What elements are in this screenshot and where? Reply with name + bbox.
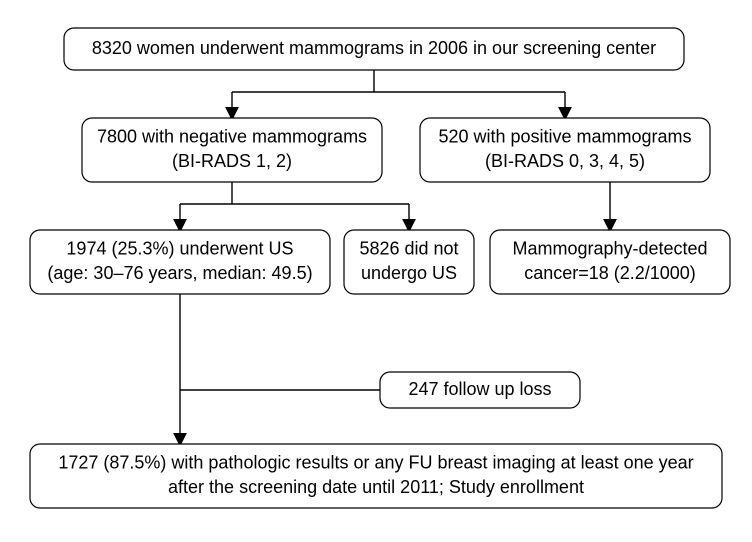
node-fuloss: 247 follow up loss	[380, 372, 580, 408]
node-enroll-line-1: after the screening date until 2011; Stu…	[168, 477, 584, 497]
node-nous: 5826 did not undergo US	[344, 230, 474, 294]
node-neg-line-1: (BI-RADS 1, 2)	[172, 151, 292, 171]
node-pos-line-0: 520 with positive mammograms	[438, 127, 691, 147]
node-mdc-line-1: cancer=18 (2.2/1000)	[524, 263, 696, 283]
node-enroll: 1727 (87.5%) with pathologic results or …	[30, 444, 722, 508]
node-top: 8320 women underwent mammograms in 2006 …	[64, 28, 684, 70]
node-us-line-0: 1974 (25.3%) underwent US	[66, 239, 293, 259]
node-pos-line-1: (BI-RADS 0, 3, 4, 5)	[485, 151, 645, 171]
node-mdc: Mammography-detected cancer=18 (2.2/1000)	[490, 230, 730, 294]
flowchart-canvas: 8320 women underwent mammograms in 2006 …	[0, 0, 752, 542]
node-neg-line-0: 7800 with negative mammograms	[97, 127, 367, 147]
node-neg: 7800 with negative mammograms (BI-RADS 1,…	[82, 118, 382, 182]
node-us-line-1: (age: 30–76 years, median: 49.5)	[47, 263, 312, 283]
node-mdc-line-0: Mammography-detected	[512, 239, 707, 259]
node-us: 1974 (25.3%) underwent US (age: 30–76 yea…	[30, 230, 330, 294]
node-fuloss-line-0: 247 follow up loss	[408, 379, 551, 399]
node-nous-line-0: 5826 did not	[359, 239, 458, 259]
node-nous-line-1: undergo US	[361, 263, 457, 283]
node-enroll-line-0: 1727 (87.5%) with pathologic results or …	[58, 453, 693, 473]
node-top-line-0: 8320 women underwent mammograms in 2006 …	[92, 38, 656, 58]
node-pos: 520 with positive mammograms (BI-RADS 0, …	[420, 118, 710, 182]
